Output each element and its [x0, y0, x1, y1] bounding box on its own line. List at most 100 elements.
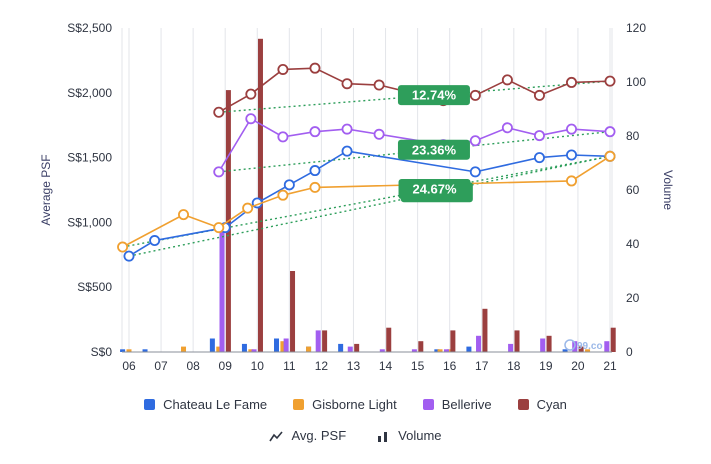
psf-point	[117, 241, 129, 253]
trend-badge-bg	[397, 139, 470, 160]
psf-point	[566, 175, 578, 187]
psf-point	[277, 189, 289, 201]
volume-bar	[347, 346, 353, 352]
legend-swatch	[422, 399, 434, 410]
volume-bar	[476, 335, 482, 352]
psf-line	[128, 150, 611, 257]
trend-badge-label: 24.67%	[412, 181, 457, 196]
volume-bar	[447, 349, 453, 352]
y-right-tick-label: 100	[626, 75, 646, 89]
psf-point	[566, 123, 578, 135]
watermark-icon	[564, 339, 576, 351]
trend-line	[128, 155, 611, 257]
x-tick-label: 10	[251, 359, 265, 373]
legend-item-chateau-le-fame[interactable]: Chateau Le Fame	[144, 397, 267, 412]
x-tick-label: 18	[507, 359, 521, 373]
volume-bar	[290, 271, 296, 352]
legend-item-avg-psf[interactable]: Avg. PSF	[269, 428, 346, 443]
psf-line	[122, 155, 611, 248]
volume-bar	[181, 346, 187, 352]
legend-item-cyan[interactable]: Cyan	[517, 397, 567, 412]
volume-bar	[443, 349, 449, 352]
trend-badge-bg	[398, 178, 471, 199]
psf-point	[242, 202, 254, 214]
psf-point	[123, 250, 135, 262]
x-tick-label: 14	[379, 359, 393, 373]
volume-bar	[274, 338, 280, 352]
psf-point	[309, 62, 321, 74]
volume-bar	[466, 346, 472, 352]
volume-bars	[120, 38, 616, 353]
volume-bar	[411, 349, 417, 352]
chart-canvas: 06 07 08 09 10 11 12 13 14 15 16 17 18 19 20 21 S$0 S$500…	[39, 21, 675, 373]
volume-bar	[216, 346, 222, 352]
x-tick-label: 12	[315, 359, 329, 373]
psf-point	[604, 150, 616, 162]
trend-lines	[122, 80, 611, 257]
trend-badge-bg	[397, 85, 470, 106]
volume-bar	[540, 338, 546, 352]
trend-badge-label: 23.36%	[412, 142, 457, 157]
y-right-tick-label: 40	[626, 237, 640, 251]
volume-bar	[120, 349, 126, 352]
legend-label: Volume	[398, 428, 442, 443]
volume-bar	[283, 338, 289, 352]
y-left-axis-title: Average PSF	[39, 154, 53, 225]
volume-bar	[562, 349, 568, 352]
legend-item-volume[interactable]: Volume	[376, 428, 442, 443]
trend-badge: 24.67%	[398, 178, 471, 199]
psf-point	[178, 209, 190, 221]
psf-point	[469, 89, 481, 101]
psf-point	[245, 113, 257, 125]
volume-bar	[437, 349, 443, 352]
legend-item-gisborne-light[interactable]: Gisborne Light	[293, 397, 397, 412]
psf-point	[566, 76, 578, 88]
psf-point	[277, 63, 289, 75]
trend-badge-label: 12.74%	[412, 88, 457, 103]
psf-point	[245, 88, 257, 100]
psf-point	[341, 78, 353, 90]
y-left-tick-label: S$0	[91, 345, 113, 359]
psf-point	[283, 179, 295, 191]
volume-bar	[604, 341, 610, 352]
psf-point	[373, 79, 385, 91]
legend-item-bellerive[interactable]: Bellerive	[422, 397, 492, 412]
psf-point	[604, 126, 616, 138]
bar-chart-icon	[378, 431, 388, 442]
axes: 06 07 08 09 10 11 12 13 14 15 16 17 18 19 20 21 S$0 S$500…	[39, 21, 675, 373]
volume-bar	[354, 343, 360, 352]
y-left-tick-label: S$2,500	[67, 21, 112, 35]
y-left-tick-label: S$1,000	[67, 215, 112, 229]
trend-badge: 12.74%	[397, 85, 470, 106]
watermark-text: 99.co	[577, 341, 603, 352]
watermark: 99.co	[564, 339, 603, 352]
volume-bar	[241, 343, 247, 352]
psf-point	[309, 181, 321, 193]
volume-bar	[482, 308, 488, 352]
mode-legend: Avg. PSF Volume	[0, 428, 711, 443]
volume-bar	[315, 330, 321, 352]
grid-lines	[121, 28, 613, 352]
legend-label: Bellerive	[441, 397, 492, 412]
volume-bar	[610, 327, 616, 352]
x-tick-label: 19	[539, 359, 553, 373]
x-tick-label: 21	[603, 359, 617, 373]
y-left-tick-label: S$500	[77, 280, 112, 294]
volume-bar	[322, 330, 328, 352]
legend-swatch	[144, 399, 156, 410]
x-tick-label: 07	[154, 359, 168, 373]
volume-bar	[126, 349, 132, 352]
psf-point	[373, 128, 385, 140]
x-tick-label: 20	[571, 359, 585, 373]
y-right-tick-label: 0	[626, 345, 633, 359]
x-tick-label: 09	[219, 359, 233, 373]
psf-point	[533, 130, 545, 142]
volume-bar	[338, 343, 344, 352]
volume-bar	[578, 346, 584, 352]
volume-bar	[508, 343, 514, 352]
volume-bar	[418, 341, 424, 352]
legend-swatch	[293, 399, 305, 410]
volume-bar	[142, 349, 148, 352]
psf-point	[533, 89, 545, 101]
legend-label: Gisborne Light	[312, 397, 397, 412]
